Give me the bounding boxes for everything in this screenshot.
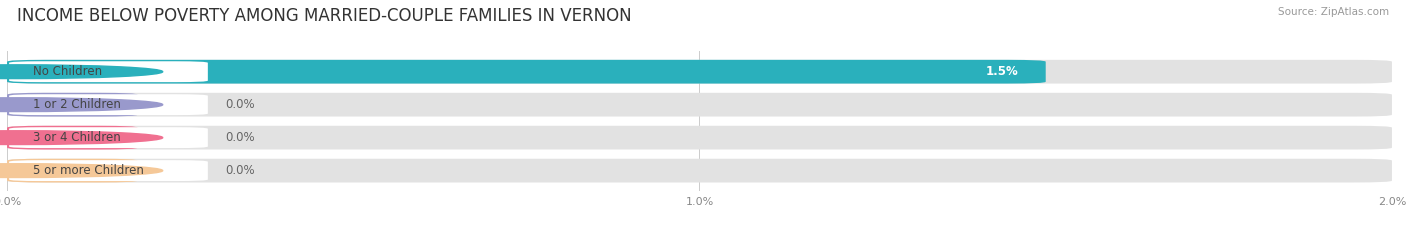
Text: Source: ZipAtlas.com: Source: ZipAtlas.com — [1278, 7, 1389, 17]
Text: 0.0%: 0.0% — [225, 164, 254, 177]
Circle shape — [0, 164, 163, 178]
Text: INCOME BELOW POVERTY AMONG MARRIED-COUPLE FAMILIES IN VERNON: INCOME BELOW POVERTY AMONG MARRIED-COUPL… — [17, 7, 631, 25]
Circle shape — [0, 98, 163, 112]
FancyBboxPatch shape — [7, 93, 1392, 116]
Text: 1 or 2 Children: 1 or 2 Children — [34, 98, 121, 111]
FancyBboxPatch shape — [8, 127, 208, 148]
Text: 0.0%: 0.0% — [225, 131, 254, 144]
Circle shape — [0, 65, 163, 79]
FancyBboxPatch shape — [7, 159, 138, 182]
FancyBboxPatch shape — [7, 93, 138, 116]
Text: 1.5%: 1.5% — [986, 65, 1018, 78]
FancyBboxPatch shape — [7, 159, 1392, 182]
Text: 0.0%: 0.0% — [225, 98, 254, 111]
FancyBboxPatch shape — [7, 60, 1046, 84]
FancyBboxPatch shape — [8, 160, 208, 181]
FancyBboxPatch shape — [7, 60, 1392, 84]
Text: No Children: No Children — [34, 65, 103, 78]
Circle shape — [0, 131, 163, 144]
FancyBboxPatch shape — [8, 94, 208, 115]
Text: 3 or 4 Children: 3 or 4 Children — [34, 131, 121, 144]
FancyBboxPatch shape — [7, 126, 138, 150]
FancyBboxPatch shape — [8, 61, 208, 82]
FancyBboxPatch shape — [7, 126, 1392, 150]
Text: 5 or more Children: 5 or more Children — [34, 164, 145, 177]
